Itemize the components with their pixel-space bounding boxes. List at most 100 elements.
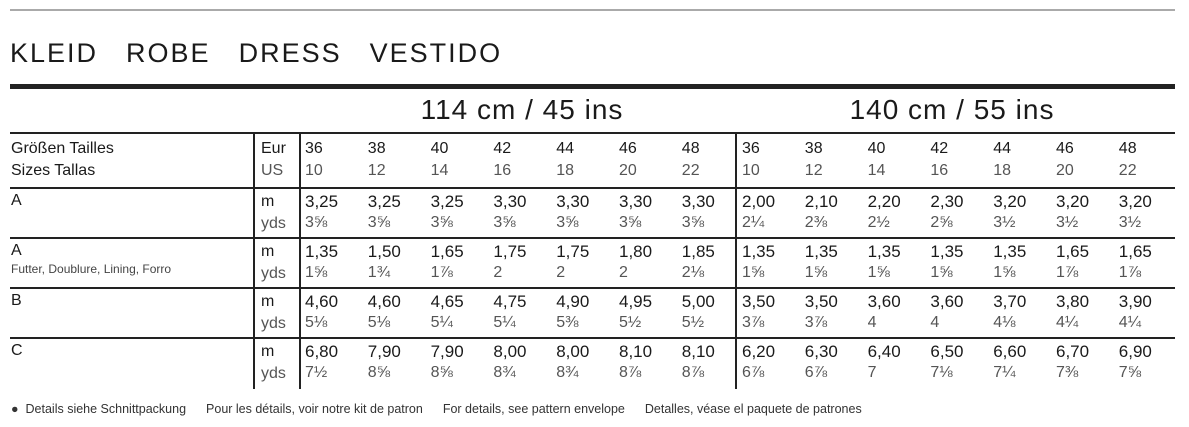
yards-value: 1⅝ [742, 264, 765, 281]
yards-value: 2 [619, 264, 628, 281]
meters-value: 6,60 [993, 342, 1027, 361]
yards-value: 3⅞ [804, 314, 828, 331]
row-rule [10, 287, 1175, 289]
eur-label: Eur [261, 140, 286, 157]
meters-value: 1,75 [556, 242, 590, 261]
yards-value: 3⅝ [305, 214, 328, 231]
meters-value: 1,35 [993, 242, 1027, 261]
meters-value: 3,90 [1118, 292, 1152, 311]
bullet-icon: ● [11, 402, 19, 416]
unit-m: m [261, 343, 275, 360]
meters-value: 1,75 [493, 242, 527, 261]
meters-value: 1,65 [1118, 242, 1152, 261]
yards-value: 7⅜ [1056, 364, 1079, 381]
footer-fr: Pour les détails, voir notre kit de patr… [206, 402, 423, 416]
meters-value: 6,30 [804, 342, 838, 361]
top-rule [10, 9, 1175, 11]
unit-m: m [261, 293, 275, 310]
meters-value: 1,85 [681, 242, 715, 261]
title-es: VESTIDO [369, 38, 503, 68]
meters-value: 3,25 [367, 192, 401, 211]
yards-value: 3⅝ [367, 214, 391, 231]
yards-value: 8⅝ [367, 364, 391, 381]
yards-value: 3⅝ [430, 214, 453, 231]
meters-value: 1,65 [430, 242, 464, 261]
meters-value: 8,10 [681, 342, 715, 361]
meters-value: 3,60 [867, 292, 901, 311]
size-us: 22 [681, 162, 700, 179]
unit-yds: yds [261, 265, 286, 282]
meters-value: 4,90 [556, 292, 590, 311]
size-us: 10 [742, 162, 760, 179]
meters-value: 4,60 [305, 292, 339, 311]
yards-value: 2⅜ [804, 214, 828, 231]
meters-value: 8,00 [556, 342, 590, 361]
yards-value: 4 [930, 314, 940, 331]
yards-value: 8¾ [493, 364, 516, 381]
yards-value: 3½ [1118, 214, 1142, 231]
yards-value: 1⅝ [804, 264, 828, 281]
yards-value: 4⅛ [993, 314, 1016, 331]
thick-rule [10, 84, 1175, 89]
col-divider [735, 132, 737, 389]
yards-value: 1⅝ [305, 264, 328, 281]
meters-value: 3,20 [1118, 192, 1152, 211]
yards-value: 4¼ [1056, 314, 1079, 331]
yards-value: 2 [556, 264, 566, 281]
meters-value: 1,35 [867, 242, 901, 261]
meters-value: 8,10 [619, 342, 653, 361]
size-us: 10 [305, 162, 323, 179]
yards-value: 5½ [681, 314, 705, 331]
yards-value: 7½ [305, 364, 328, 381]
unit-m: m [261, 243, 275, 260]
size-us: 14 [867, 162, 886, 179]
size-us: 14 [430, 162, 449, 179]
meters-value: 1,35 [305, 242, 339, 261]
yards-value: 5⅛ [367, 314, 391, 331]
size-us: 18 [556, 162, 574, 179]
unit-yds: yds [261, 315, 286, 332]
unit-yds: yds [261, 365, 286, 382]
meters-value: 1,50 [367, 242, 401, 261]
meters-value: 6,90 [1118, 342, 1152, 361]
yards-value: 1⅝ [867, 264, 890, 281]
meters-value: 4,75 [493, 292, 527, 311]
size-eur: 36 [742, 140, 760, 157]
yards-value: 2½ [867, 214, 890, 231]
size-eur: 42 [930, 140, 949, 157]
yards-value: 6⅞ [804, 364, 828, 381]
header-rule [10, 132, 1175, 134]
size-eur: 40 [867, 140, 886, 157]
size-eur: 38 [804, 140, 823, 157]
yards-value: 8¾ [556, 364, 579, 381]
footer-es: Detalles, véase el paquete de patrones [644, 402, 862, 416]
us-label: US [261, 162, 284, 179]
yards-value: 2⅝ [930, 214, 953, 231]
meters-value: 7,90 [367, 342, 401, 361]
footer-en: For details, see pattern envelope [442, 402, 625, 416]
unit-yds: yds [261, 215, 286, 232]
yards-value: 5⅛ [305, 314, 328, 331]
meters-value: 3,70 [993, 292, 1027, 311]
yards-value: 5¼ [430, 314, 453, 331]
view-sublabel: Futter, Doublure, Lining, Forro [11, 262, 172, 276]
meters-value: 3,30 [619, 192, 653, 211]
meters-value: 4,65 [430, 292, 464, 311]
meters-value: 3,25 [305, 192, 339, 211]
yards-value: 2¼ [742, 214, 765, 231]
meters-value: 1,65 [1056, 242, 1090, 261]
meters-value: 4,60 [367, 292, 401, 311]
meters-value: 2,20 [867, 192, 901, 211]
sizes-label-1: Größen Tailles [11, 140, 114, 157]
size-eur: 40 [430, 140, 449, 157]
yards-value: 4¼ [1118, 314, 1142, 331]
meters-value: 3,30 [493, 192, 527, 211]
size-us: 20 [1056, 162, 1074, 179]
meters-value: 6,50 [930, 342, 964, 361]
yards-value: 8⅞ [619, 364, 642, 381]
meters-value: 1,35 [930, 242, 964, 261]
size-eur: 48 [681, 140, 700, 157]
meters-value: 1,35 [804, 242, 838, 261]
meters-value: 3,25 [430, 192, 464, 211]
yards-value: 1⅞ [430, 264, 453, 281]
